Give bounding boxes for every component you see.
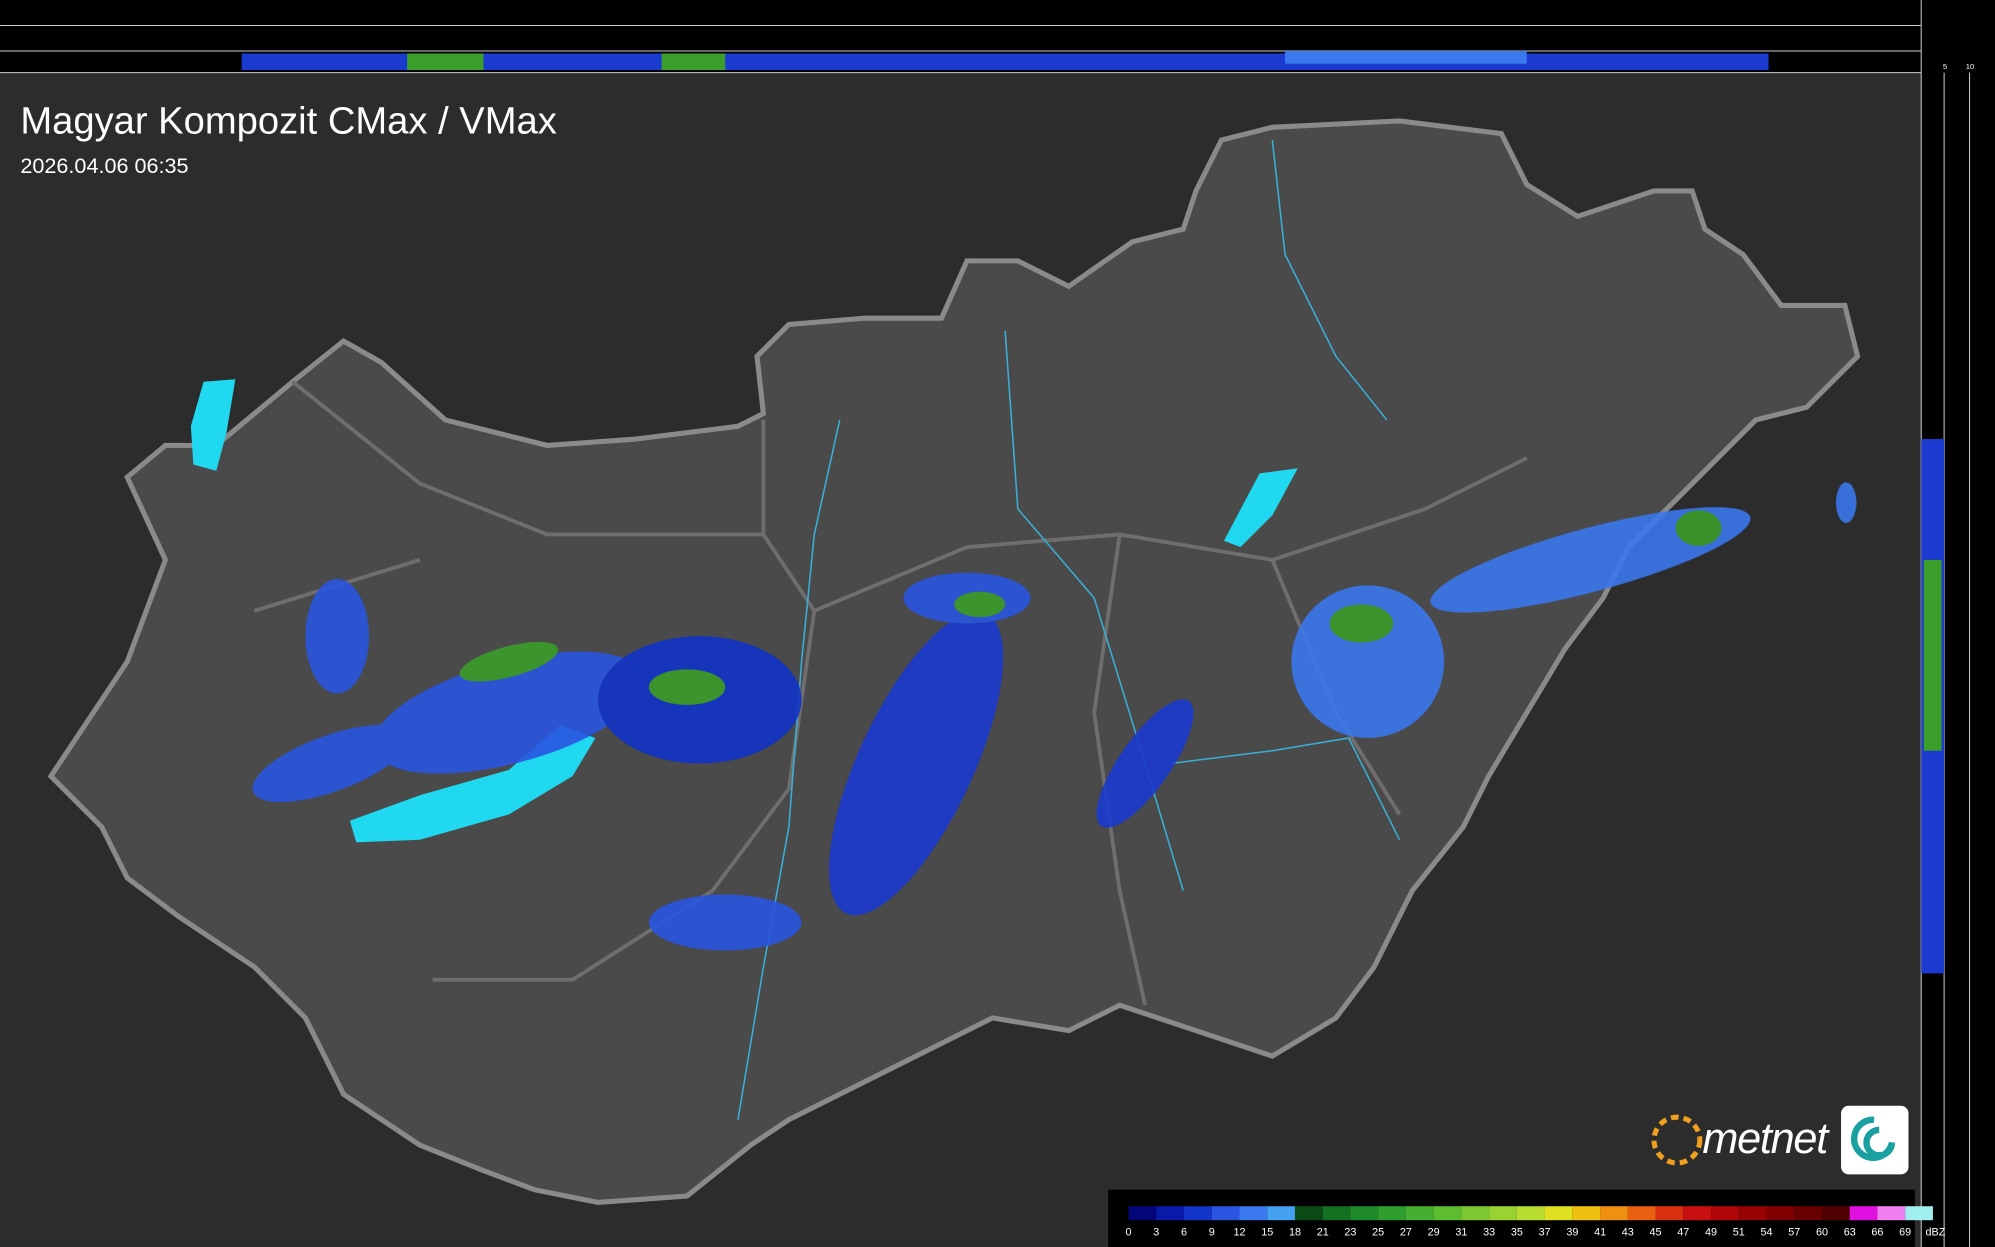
legend-label: 31: [1455, 1226, 1467, 1238]
legend-label: 63: [1844, 1226, 1856, 1238]
profile-echo: [407, 53, 484, 71]
legend-swatch: [1516, 1206, 1545, 1221]
legend-label: 27: [1400, 1226, 1412, 1238]
legend-swatch: [1211, 1206, 1240, 1221]
legend-swatch: [1849, 1206, 1878, 1221]
legend-swatch: [1544, 1206, 1573, 1221]
legend-swatch: [1655, 1206, 1684, 1221]
echo: [459, 641, 559, 682]
tick-label: 10: [1966, 62, 1974, 71]
legend-swatch: [1184, 1206, 1212, 1221]
echo: [252, 724, 410, 803]
legend-swatch: [1350, 1206, 1379, 1221]
legend-swatch: [1683, 1206, 1712, 1221]
legend-label: 57: [1788, 1226, 1800, 1238]
legend-label: 25: [1372, 1226, 1384, 1238]
legend-swatch: [1905, 1206, 1933, 1221]
echo: [1329, 604, 1394, 643]
legend-label: 66: [1871, 1226, 1883, 1238]
echo: [1675, 510, 1722, 546]
echo: [1430, 507, 1751, 613]
legend-swatch: [1711, 1206, 1739, 1221]
legend-swatch: [1405, 1206, 1434, 1221]
legend-swatch: [1738, 1206, 1767, 1221]
echo: [373, 651, 645, 774]
legend-label: 23: [1344, 1226, 1356, 1238]
legend-label: 39: [1566, 1226, 1578, 1238]
legend-label: 33: [1483, 1226, 1495, 1238]
radar-echoes: [252, 482, 1857, 951]
legend-unit: dBZ: [1926, 1226, 1946, 1238]
legend-swatch: [1433, 1206, 1462, 1221]
legend-label: 9: [1209, 1226, 1215, 1238]
tick-label: 5: [1943, 62, 1947, 71]
legend-label: 21: [1317, 1226, 1329, 1238]
legend-label: 29: [1428, 1226, 1440, 1238]
legend-label: 47: [1677, 1226, 1689, 1238]
legend-label: 41: [1594, 1226, 1606, 1238]
echo: [1096, 699, 1194, 828]
legend-swatch: [1239, 1206, 1268, 1221]
echo: [1835, 482, 1857, 523]
legend-swatch: [1267, 1206, 1295, 1221]
echo: [648, 669, 726, 705]
legend-swatch: [1294, 1206, 1323, 1221]
legend-swatch: [1766, 1206, 1795, 1221]
timestamp: 2026.04.06 06:35: [20, 153, 188, 178]
legend-swatch: [1627, 1206, 1656, 1221]
brand: metnet: [1702, 1115, 1830, 1163]
legend-label: 18: [1289, 1226, 1301, 1238]
profile-echo: [1285, 50, 1527, 64]
profile-echo: [661, 53, 726, 71]
legend-label: 51: [1733, 1226, 1745, 1238]
legend-swatch: [1461, 1206, 1490, 1221]
logo-sun: [1651, 1114, 1703, 1166]
legend: 0 3 6 9 12 15 18 21 23 25 27 29 31 33 35 37 39 41 43 45 47 49…: [1108, 1189, 1946, 1247]
profile-echo: [1923, 559, 1942, 751]
legend-label: 3: [1153, 1226, 1159, 1238]
legend-swatch: [1877, 1206, 1906, 1221]
lake-neusiedl: [190, 379, 236, 471]
legend-label: 12: [1233, 1226, 1245, 1238]
legend-label: 6: [1181, 1226, 1187, 1238]
legend-label: 54: [1760, 1226, 1772, 1238]
legend-swatch: [1600, 1206, 1628, 1221]
logo-swirl: [1851, 1116, 1896, 1162]
legend-label: 45: [1650, 1226, 1662, 1238]
legend-label: 35: [1511, 1226, 1523, 1238]
legend-swatch: [1156, 1206, 1185, 1221]
lake-tisza: [1223, 468, 1298, 548]
legend-swatch: [1128, 1206, 1157, 1221]
legend-label: 49: [1705, 1226, 1717, 1238]
echo: [829, 611, 1004, 916]
legend-swatch: [1794, 1206, 1822, 1221]
legend-label: 69: [1899, 1226, 1911, 1238]
legend-label: 43: [1622, 1226, 1634, 1238]
legend-swatch: [1322, 1206, 1351, 1221]
title: Magyar Kompozit CMax / VMax: [20, 100, 556, 143]
echo: [305, 578, 369, 694]
legend-swatch: [1821, 1206, 1850, 1221]
legend-label: 37: [1539, 1226, 1551, 1238]
rivers: [737, 139, 1401, 1120]
echo: [648, 894, 802, 951]
legend-swatch: [1378, 1206, 1406, 1221]
top-profile: 10 5: [0, 0, 1995, 74]
side-profile: 5 10: [1920, 0, 1995, 1247]
logo: metnet: [1651, 1105, 1909, 1175]
legend-label: 0: [1126, 1226, 1132, 1238]
legend-label: 60: [1816, 1226, 1828, 1238]
echo: [954, 591, 1006, 618]
legend-swatch: [1489, 1206, 1517, 1221]
legend-swatch: [1572, 1206, 1601, 1221]
legend-label: 15: [1261, 1226, 1273, 1238]
